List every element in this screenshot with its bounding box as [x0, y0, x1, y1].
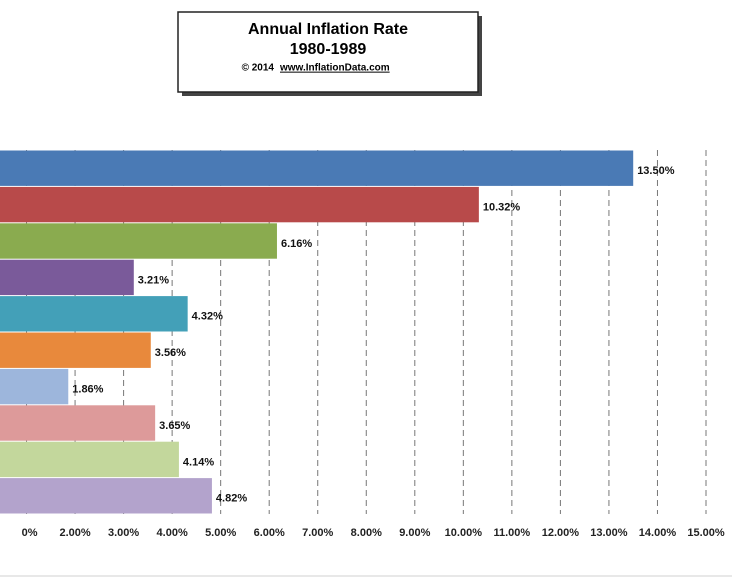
x-tick-label: 14.00% [639, 527, 677, 539]
source-link: www.InflationData.com [279, 63, 390, 74]
x-tick-label: 0% [22, 527, 38, 539]
bar [0, 259, 134, 296]
value-label: 3.21% [138, 274, 169, 286]
bar [0, 478, 212, 514]
bar [0, 368, 69, 405]
bar [0, 405, 156, 441]
title-box [177, 11, 479, 93]
x-tick-label: 4.00% [157, 527, 188, 539]
bar [0, 186, 479, 223]
value-label: 4.82% [216, 493, 247, 505]
chart-title: Annual Inflation Rate [248, 21, 408, 38]
x-tick-label: 3.00% [108, 527, 139, 539]
x-tick-label: 13.00% [590, 527, 628, 539]
value-label: 1.86% [72, 384, 103, 396]
value-label: 10.32% [483, 202, 521, 214]
copyright: © 2014 [242, 63, 275, 74]
value-label: 4.32% [192, 311, 223, 323]
value-label: 3.56% [155, 347, 186, 359]
value-label: 4.14% [183, 456, 214, 468]
x-tick-label: 8.00% [351, 527, 382, 539]
x-tick-label: 6.00% [254, 527, 285, 539]
chart-subtitle: 1980-1989 [290, 41, 367, 58]
bar [0, 223, 277, 259]
value-label: 6.16% [281, 238, 312, 250]
x-tick-label: 9.00% [399, 527, 430, 539]
bar [0, 296, 188, 332]
x-tick-label: 15.00% [687, 527, 725, 539]
x-tick-label: 5.00% [205, 527, 236, 539]
x-tick-label: 2.00% [59, 527, 90, 539]
value-label: 3.65% [159, 420, 190, 432]
bar [0, 441, 179, 478]
bar [0, 332, 151, 368]
x-tick-label: 7.00% [302, 527, 333, 539]
x-tick-label: 12.00% [542, 527, 580, 539]
x-tick-label: 10.00% [445, 527, 483, 539]
value-label: 13.50% [637, 165, 675, 177]
x-tick-label: 11.00% [494, 527, 531, 539]
bar [0, 150, 634, 186]
